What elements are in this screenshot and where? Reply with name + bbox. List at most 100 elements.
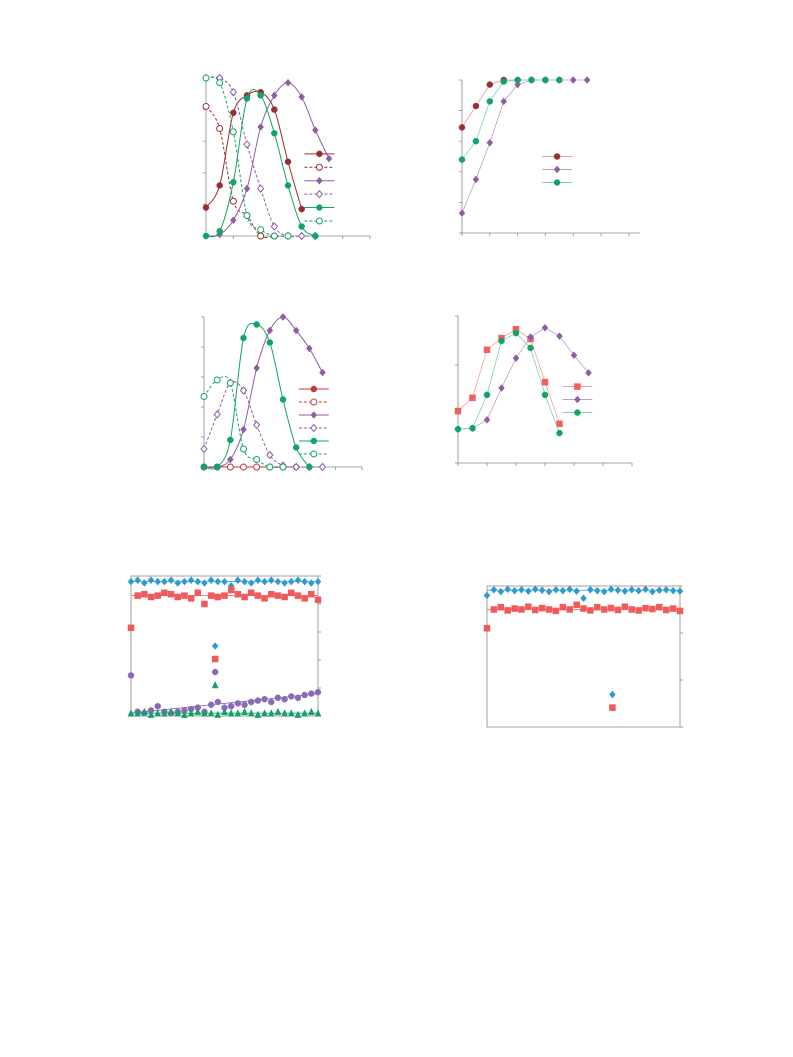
marker xyxy=(214,710,222,718)
legend-marker xyxy=(553,165,561,174)
marker xyxy=(490,585,498,594)
marker xyxy=(614,606,622,614)
marker xyxy=(656,603,663,611)
marker xyxy=(214,593,222,601)
marker xyxy=(257,226,265,234)
marker xyxy=(274,694,282,702)
marker xyxy=(202,102,210,110)
marker xyxy=(607,604,615,612)
marker xyxy=(525,603,532,610)
marker xyxy=(281,593,288,601)
marker xyxy=(314,688,322,696)
marker xyxy=(306,344,313,353)
series-line xyxy=(457,332,560,434)
legend-marker xyxy=(574,383,581,390)
marker xyxy=(247,709,255,717)
series-line xyxy=(205,90,303,210)
marker xyxy=(483,391,491,399)
marker xyxy=(294,694,302,702)
marker xyxy=(270,232,278,240)
marker xyxy=(271,91,278,100)
marker xyxy=(201,709,208,717)
marker xyxy=(649,587,656,596)
marker xyxy=(587,607,594,614)
legend-marker xyxy=(553,153,561,160)
marker xyxy=(241,707,248,716)
marker xyxy=(134,709,142,717)
legend-marker xyxy=(315,189,324,199)
marker xyxy=(266,339,274,346)
legend-marker xyxy=(315,217,323,225)
plot-frame xyxy=(130,575,319,717)
series-group xyxy=(127,576,322,718)
series-line xyxy=(205,106,275,239)
marker xyxy=(662,606,670,614)
legend-marker xyxy=(574,409,581,416)
marker xyxy=(247,698,255,706)
marker xyxy=(498,384,505,392)
marker xyxy=(254,697,262,704)
marker xyxy=(240,463,247,471)
marker xyxy=(314,709,322,717)
marker xyxy=(469,424,476,432)
marker xyxy=(274,707,282,716)
series-group xyxy=(483,585,684,632)
plot-frame xyxy=(486,585,681,728)
marker xyxy=(161,709,168,717)
marker xyxy=(266,326,274,335)
marker xyxy=(669,605,677,612)
marker xyxy=(241,701,248,709)
marker xyxy=(134,576,142,585)
marker xyxy=(469,394,476,402)
marker xyxy=(511,586,518,595)
marker xyxy=(655,586,663,595)
marker xyxy=(570,351,578,360)
marker xyxy=(292,462,300,472)
marker xyxy=(194,707,202,716)
marker xyxy=(486,81,494,88)
marker xyxy=(253,321,260,328)
marker xyxy=(230,179,237,186)
series-group xyxy=(458,76,591,217)
marker xyxy=(649,605,656,613)
marker xyxy=(292,444,300,451)
marker xyxy=(628,585,636,594)
marker xyxy=(298,93,305,101)
marker xyxy=(141,590,148,598)
marker xyxy=(207,592,215,599)
marker xyxy=(458,124,466,131)
marker xyxy=(301,691,308,699)
marker xyxy=(230,109,237,117)
marker xyxy=(635,586,642,595)
series-line xyxy=(461,79,560,160)
marker xyxy=(254,592,262,599)
marker xyxy=(483,415,491,424)
marker xyxy=(607,585,615,594)
marker xyxy=(201,579,208,587)
marker xyxy=(538,604,546,612)
marker xyxy=(230,216,237,225)
marker xyxy=(500,78,507,85)
marker xyxy=(174,579,182,587)
marker xyxy=(301,577,308,586)
marker xyxy=(254,576,262,585)
marker xyxy=(127,624,135,632)
marker xyxy=(585,368,592,377)
marker xyxy=(127,672,135,679)
marker xyxy=(292,326,300,335)
marker xyxy=(243,211,251,219)
marker xyxy=(294,710,302,718)
marker xyxy=(241,593,248,601)
marker xyxy=(486,138,494,147)
legend-marker xyxy=(211,655,219,663)
marker xyxy=(552,607,560,615)
legend-marker xyxy=(211,668,219,676)
marker xyxy=(257,123,264,131)
marker xyxy=(240,334,247,342)
marker xyxy=(187,576,195,585)
marker xyxy=(504,585,512,594)
marker xyxy=(161,577,168,586)
marker xyxy=(227,702,235,710)
marker xyxy=(266,450,274,460)
marker xyxy=(472,137,480,145)
